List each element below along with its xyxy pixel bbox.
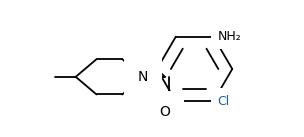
Text: O: O <box>159 105 170 119</box>
Text: N: N <box>138 70 148 84</box>
Text: NH₂: NH₂ <box>217 30 241 43</box>
Text: Cl: Cl <box>217 95 230 108</box>
